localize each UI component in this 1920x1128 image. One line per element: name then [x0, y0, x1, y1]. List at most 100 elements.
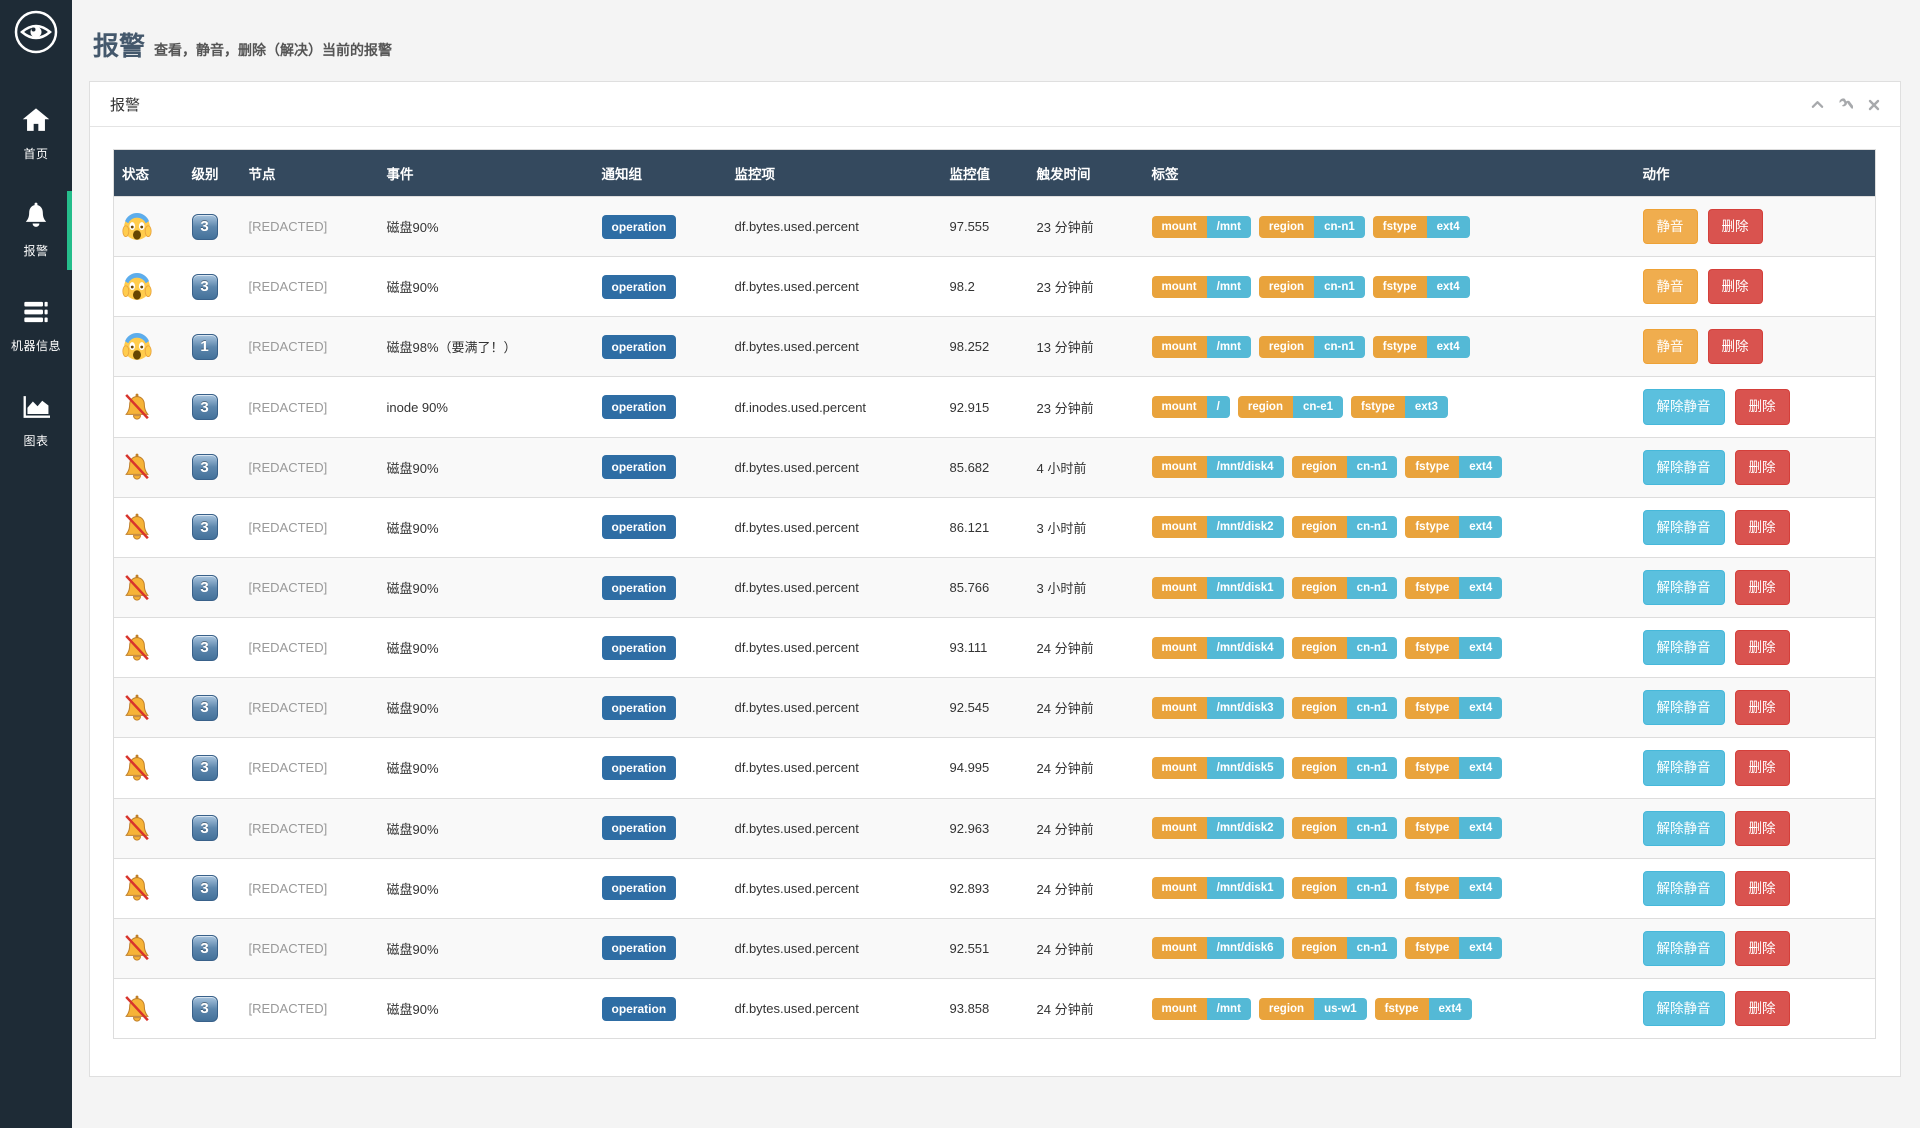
unmute-button[interactable]: 解除静音: [1642, 690, 1725, 726]
tag-mount: mount/mnt: [1151, 275, 1251, 298]
page-title: 报警: [93, 31, 146, 61]
tag-value: ext4: [1426, 215, 1470, 238]
col-tags: 标签: [1143, 149, 1635, 197]
col-level: 级别: [183, 149, 241, 197]
delete-button[interactable]: 删除: [1734, 569, 1790, 606]
muted-bell-icon: [122, 392, 176, 422]
event-cell: inode 90%: [378, 376, 594, 438]
delete-button[interactable]: 删除: [1734, 750, 1790, 786]
delete-button[interactable]: 删除: [1734, 870, 1790, 906]
tag-value: ext4: [1459, 877, 1503, 900]
unmute-button[interactable]: 解除静音: [1642, 870, 1725, 906]
status-cell: [113, 436, 184, 498]
time-cell: 24 分钟前: [1028, 737, 1144, 799]
tag-key: fstype: [1372, 215, 1427, 238]
tag-key: mount: [1151, 756, 1207, 779]
delete-button[interactable]: 删除: [1734, 930, 1790, 967]
value-cell: 94.995: [941, 737, 1029, 799]
notify-group-badge: operation: [601, 274, 677, 299]
tag-region: region cn-e1: [1237, 396, 1344, 419]
value-cell: 85.682: [941, 436, 1029, 498]
status-cell: [113, 737, 184, 799]
tag-region: region cn-n1: [1291, 516, 1398, 539]
level-badge: 3: [191, 454, 218, 481]
app-logo[interactable]: [12, 8, 60, 56]
collapse-icon[interactable]: [1811, 98, 1824, 111]
notify-group-badge: operation: [601, 816, 677, 841]
sidebar-item-alarms[interactable]: 报警: [0, 189, 72, 272]
unmute-button[interactable]: 解除静音: [1642, 389, 1725, 425]
mute-button[interactable]: 静音: [1642, 269, 1698, 305]
wrench-icon[interactable]: [1839, 97, 1853, 112]
tags-cell: mount/mnt region cn-n1 fstype ext4: [1143, 195, 1635, 257]
unmute-button[interactable]: 解除静音: [1642, 750, 1725, 786]
delete-button[interactable]: 删除: [1707, 329, 1763, 365]
alarm-row: 3 [REDACTED] 磁盘90% operation df.bytes.us…: [113, 978, 1876, 1039]
tag-value: /mnt/disk1: [1206, 877, 1284, 900]
tag-key: region: [1258, 335, 1315, 358]
group-cell: operation: [593, 617, 727, 678]
sidebar-item-machines[interactable]: 机器信息: [0, 286, 72, 367]
unmute-button[interactable]: 解除静音: [1642, 991, 1725, 1027]
level-badge: 3: [191, 935, 218, 962]
tag-value: /mnt/disk3: [1206, 696, 1284, 719]
mute-button[interactable]: 静音: [1642, 329, 1698, 365]
sidebar-item-home[interactable]: 首页: [0, 94, 72, 175]
actions-cell: 解除静音 删除: [1634, 436, 1876, 498]
tags-cell: mount/mnt/disk1 region cn-n1 fstype ext4: [1143, 556, 1635, 618]
level-badge: 3: [191, 574, 218, 601]
delete-button[interactable]: 删除: [1734, 509, 1790, 545]
tag-key: fstype: [1405, 756, 1460, 779]
tag-region: region us-w1: [1258, 997, 1367, 1020]
tag-value: cn-n1: [1346, 817, 1398, 840]
actions-cell: 解除静音 删除: [1634, 978, 1876, 1039]
tag-key: region: [1291, 516, 1347, 539]
mute-button[interactable]: 静音: [1642, 209, 1698, 245]
unmute-button[interactable]: 解除静音: [1642, 930, 1725, 967]
delete-button[interactable]: 删除: [1734, 630, 1790, 666]
level-cell: 3: [183, 857, 241, 919]
close-icon[interactable]: [1868, 99, 1880, 111]
metric-cell: df.bytes.used.percent: [726, 256, 942, 317]
delete-button[interactable]: 删除: [1734, 991, 1790, 1027]
delete-button[interactable]: 删除: [1734, 389, 1790, 425]
alarm-row: 3 [REDACTED] 磁盘90% operation df.bytes.us…: [113, 797, 1876, 859]
delete-button[interactable]: 删除: [1734, 449, 1790, 485]
tag-key: mount: [1151, 516, 1207, 539]
unmute-button[interactable]: 解除静音: [1642, 509, 1725, 545]
tag-value: ext4: [1459, 576, 1503, 599]
unmute-button[interactable]: 解除静音: [1642, 810, 1725, 846]
delete-button[interactable]: 删除: [1707, 269, 1763, 305]
tag-key: fstype: [1372, 275, 1427, 298]
tag-region: region cn-n1: [1258, 335, 1365, 358]
actions-cell: 解除静音 删除: [1634, 857, 1876, 919]
metric-cell: df.bytes.used.percent: [726, 737, 942, 799]
group-cell: operation: [593, 436, 727, 498]
unmute-button[interactable]: 解除静音: [1642, 569, 1725, 606]
event-cell: 磁盘90%: [378, 195, 594, 257]
sidebar: 首页 报警 机器信息: [0, 0, 72, 1128]
delete-button[interactable]: 删除: [1734, 690, 1790, 726]
level-badge: 3: [191, 875, 218, 902]
unmute-button[interactable]: 解除静音: [1642, 630, 1725, 666]
sidebar-item-charts[interactable]: 图表: [0, 381, 72, 462]
time-cell: 24 分钟前: [1028, 978, 1144, 1039]
actions-cell: 解除静音 删除: [1634, 677, 1876, 738]
screaming-face-icon: [122, 272, 176, 302]
level-cell: 3: [183, 195, 241, 257]
tag-key: mount: [1151, 997, 1207, 1020]
alarm-row: 3 [REDACTED] 磁盘90% operation df.bytes.us…: [113, 436, 1876, 498]
tag-value: /mnt: [1206, 335, 1251, 358]
tag-region: region cn-n1: [1291, 756, 1398, 779]
notify-group-badge: operation: [601, 936, 677, 961]
alarm-row: 3 [REDACTED] 磁盘90% operation df.bytes.us…: [113, 256, 1876, 317]
unmute-button[interactable]: 解除静音: [1642, 449, 1725, 485]
col-value: 监控值: [941, 149, 1029, 197]
alarm-row: 3 [REDACTED] 磁盘90% operation df.bytes.us…: [113, 195, 1876, 257]
servers-icon: [22, 299, 50, 330]
delete-button[interactable]: 删除: [1734, 810, 1790, 846]
level-cell: 3: [183, 917, 241, 979]
delete-button[interactable]: 删除: [1707, 209, 1763, 245]
node-cell: [REDACTED]: [240, 917, 379, 979]
muted-bell-icon: [122, 994, 176, 1024]
